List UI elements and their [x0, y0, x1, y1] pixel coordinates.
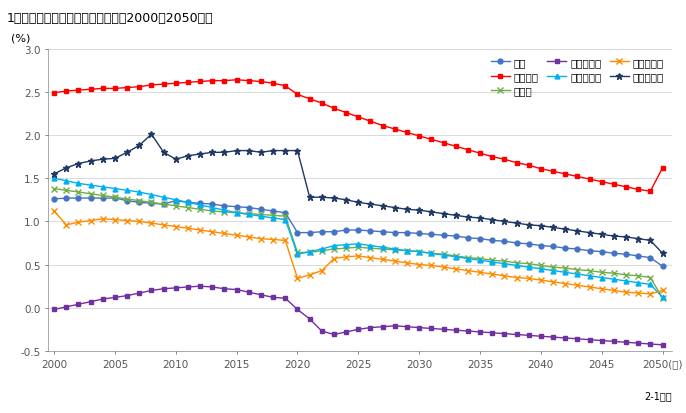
北アメリカ: [488, 272, 496, 277]
世界: [196, 201, 204, 206]
アフリカ: [634, 188, 642, 192]
世界: [500, 239, 508, 244]
北アメリカ: [646, 292, 654, 297]
世界: [464, 236, 472, 241]
アフリカ: [646, 189, 654, 194]
北アメリカ: [634, 291, 642, 296]
ヨーロッパ: [50, 307, 58, 312]
南アメリカ: [50, 176, 58, 181]
アジア: [245, 211, 253, 216]
北アメリカ: [184, 226, 192, 231]
アフリカ: [50, 91, 58, 96]
南アメリカ: [233, 211, 241, 216]
ヨーロッパ: [464, 329, 472, 334]
アジア: [646, 275, 654, 280]
Legend: 世界, アフリカ, アジア, ヨーロッパ, 南アメリカ, 北アメリカ, オセアニア: 世界, アフリカ, アジア, ヨーロッパ, 南アメリカ, 北アメリカ, オセアニ…: [488, 55, 667, 99]
世界: [257, 207, 265, 212]
北アメリカ: [50, 209, 58, 214]
Line: 世界: 世界: [51, 196, 665, 269]
Line: オセアニア: オセアニア: [51, 131, 666, 257]
ヨーロッパ: [184, 285, 192, 290]
アジア: [50, 187, 58, 192]
世界: [659, 264, 667, 269]
Line: アフリカ: アフリカ: [51, 78, 665, 194]
オセアニア: [646, 238, 654, 243]
Line: 北アメリカ: 北アメリカ: [51, 209, 665, 297]
世界: [62, 196, 71, 201]
Text: (%): (%): [10, 33, 30, 43]
Text: 1　人口の増減率の推移（地域別、2000～2050年）: 1 人口の増減率の推移（地域別、2000～2050年）: [7, 12, 213, 25]
アジア: [659, 296, 667, 301]
世界: [646, 256, 654, 261]
ヨーロッパ: [245, 290, 253, 295]
アフリカ: [184, 81, 192, 85]
アフリカ: [233, 78, 241, 83]
オセアニア: [245, 149, 253, 154]
Line: 南アメリカ: 南アメリカ: [51, 176, 665, 300]
北アメリカ: [233, 233, 241, 238]
アジア: [488, 258, 496, 263]
南アメリカ: [245, 212, 253, 217]
アフリカ: [245, 79, 253, 84]
世界: [245, 206, 253, 211]
南アメリカ: [488, 260, 496, 265]
オセアニア: [147, 132, 156, 137]
Line: アジア: アジア: [51, 186, 665, 301]
ヨーロッパ: [659, 342, 667, 347]
アジア: [233, 211, 241, 216]
ヨーロッパ: [646, 342, 654, 347]
オセアニア: [464, 215, 472, 220]
アフリカ: [500, 157, 508, 162]
世界: [50, 197, 58, 202]
Text: 2-1参照: 2-1参照: [645, 390, 672, 400]
ヨーロッパ: [196, 284, 204, 289]
南アメリカ: [659, 295, 667, 300]
Line: ヨーロッパ: ヨーロッパ: [51, 284, 665, 347]
アジア: [451, 254, 460, 259]
オセアニア: [50, 172, 58, 177]
アフリカ: [659, 166, 667, 171]
南アメリカ: [451, 255, 460, 260]
アジア: [184, 206, 192, 211]
北アメリカ: [659, 288, 667, 293]
Text: 統計局にて作成: 統計局にて作成: [631, 411, 672, 413]
アフリカ: [257, 80, 265, 85]
ヨーロッパ: [257, 292, 265, 297]
オセアニア: [659, 251, 667, 256]
北アメリカ: [451, 267, 460, 272]
オセアニア: [500, 219, 508, 224]
南アメリカ: [646, 282, 654, 287]
ヨーロッパ: [500, 331, 508, 336]
オセアニア: [257, 150, 265, 155]
アフリカ: [464, 148, 472, 153]
オセアニア: [196, 152, 204, 157]
北アメリカ: [245, 235, 253, 240]
南アメリカ: [184, 200, 192, 205]
